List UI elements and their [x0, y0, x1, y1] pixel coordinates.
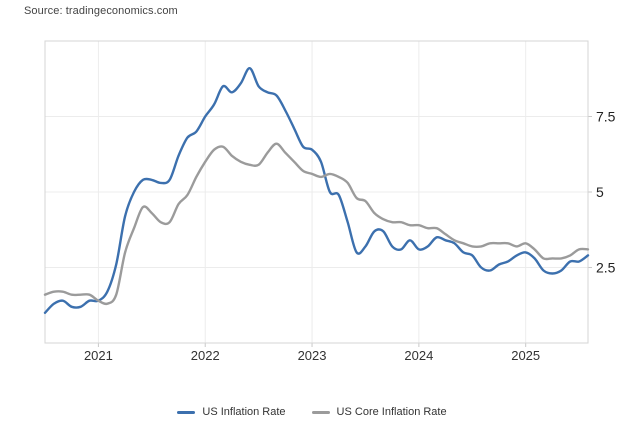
y-axis-tick-label: 5 — [596, 184, 604, 200]
us-core-inflation-rate-line — [43, 142, 590, 306]
chart-legend: US Inflation Rate US Core Inflation Rate — [0, 406, 624, 418]
x-axis-tick-label: 2024 — [404, 348, 433, 363]
x-axis-tick-label: 2022 — [191, 348, 220, 363]
legend-label: US Core Inflation Rate — [336, 406, 447, 418]
source-label: Source: tradingeconomics.com — [24, 5, 178, 17]
x-axis-tick-label: 2023 — [298, 348, 327, 363]
y-axis-tick-label: 7.5 — [596, 109, 616, 125]
us-inflation-rate-line — [43, 67, 590, 314]
x-axis-tick-label: 2021 — [84, 348, 113, 363]
y-axis-tick-label: 2.5 — [596, 260, 616, 276]
us-core-inflation-rate-line-swatch-icon — [311, 410, 330, 414]
legend-item-us-core-inflation-rate[interactable]: US Core Inflation Rate — [311, 406, 447, 418]
legend-item-us-inflation-rate[interactable]: US Inflation Rate — [177, 406, 286, 418]
inflation-line-chart: 2.5 5 7.5 2021 2022 2023 2024 2025 — [43, 40, 616, 363]
legend-label: US Inflation Rate — [202, 406, 286, 418]
us-inflation-rate-line-swatch-icon — [177, 410, 196, 414]
x-axis-tick-label: 2025 — [511, 348, 540, 363]
